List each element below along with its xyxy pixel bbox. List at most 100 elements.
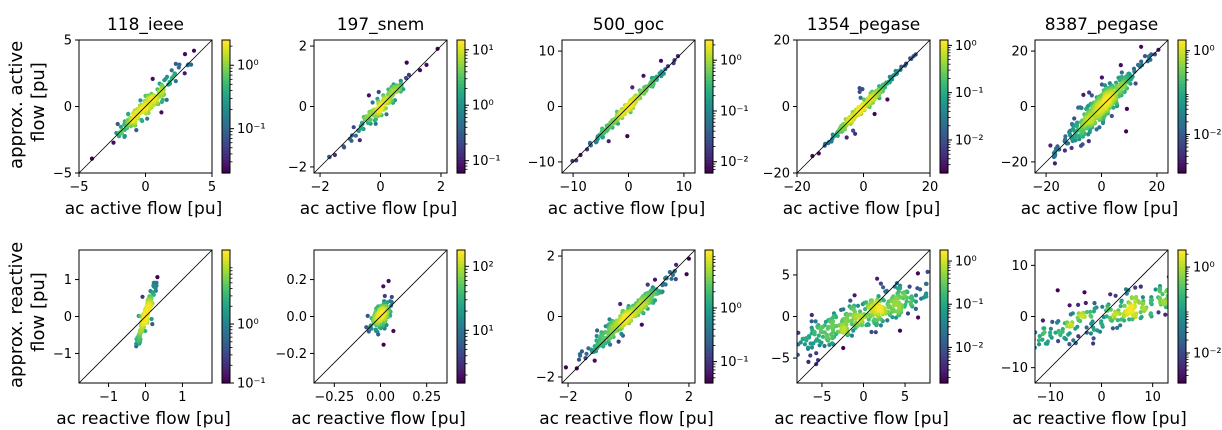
colorbar-swatch bbox=[705, 123, 713, 128]
scatter-point bbox=[1062, 148, 1067, 153]
colorbar-tick-label: 10⁻² bbox=[1193, 128, 1222, 143]
scatter-point bbox=[752, 413, 756, 417]
colorbar-swatch bbox=[222, 73, 230, 78]
colorbar-swatch bbox=[222, 373, 230, 377]
scatter-point bbox=[825, 334, 830, 339]
colorbar-swatch bbox=[705, 76, 713, 81]
scatter-point bbox=[1104, 98, 1110, 103]
scatter-point bbox=[150, 322, 155, 327]
y-tick-label: −10 bbox=[1001, 361, 1028, 376]
scatter-point bbox=[122, 133, 127, 139]
scatter-point bbox=[857, 89, 862, 94]
scatter-point bbox=[905, 358, 909, 362]
scatter-point bbox=[1019, 342, 1023, 346]
scatter-point bbox=[1118, 63, 1123, 68]
scatter-point bbox=[1012, 344, 1016, 348]
scatter-point bbox=[145, 116, 150, 121]
colorbar-swatch bbox=[1178, 329, 1186, 334]
x-tick-label: 2 bbox=[685, 390, 693, 405]
scatter-point bbox=[761, 353, 765, 357]
colorbar-swatch bbox=[457, 103, 465, 108]
x-tick-label: −0.25 bbox=[314, 390, 354, 405]
x-tick-label: 0 bbox=[859, 390, 867, 405]
colorbar-swatch bbox=[940, 346, 948, 351]
colorbar-swatch bbox=[1178, 66, 1186, 71]
colorbar-swatch bbox=[1178, 366, 1186, 371]
scatter-point bbox=[869, 329, 874, 335]
colorbar-swatch bbox=[940, 356, 948, 361]
scatter-point bbox=[786, 347, 790, 351]
colorbar-swatch bbox=[1178, 123, 1186, 128]
scatter-point bbox=[1209, 289, 1213, 293]
colorbar-swatch bbox=[940, 289, 948, 294]
panel-4: −20 0 20 −20 0 20 ac active flow [pu] 8387_pega… bbox=[1001, 15, 1222, 219]
colorbar-swatch bbox=[705, 379, 713, 384]
scatter-point bbox=[829, 332, 834, 337]
colorbar-swatch bbox=[1178, 250, 1186, 254]
colorbar-swatch bbox=[222, 133, 230, 138]
colorbar-swatch bbox=[940, 333, 948, 338]
scatter-point bbox=[641, 73, 646, 78]
scatter-point bbox=[1084, 325, 1089, 330]
scatter-point bbox=[368, 323, 373, 328]
colorbar-swatch bbox=[940, 376, 948, 381]
colorbar-tick-label: 10⁰ bbox=[955, 39, 977, 54]
scatter-point bbox=[848, 298, 853, 303]
colorbar-swatch bbox=[222, 333, 230, 338]
colorbar-tick-label: 10⁻² bbox=[955, 133, 984, 148]
scatter-point bbox=[812, 329, 817, 334]
x-tick-label: 10 bbox=[1144, 390, 1161, 405]
colorbar-swatch bbox=[457, 133, 465, 138]
colorbar-swatch bbox=[940, 359, 948, 364]
colorbar-swatch bbox=[1178, 293, 1186, 298]
colorbar-swatch bbox=[1178, 313, 1186, 318]
colorbar-swatch bbox=[222, 303, 230, 308]
scatter-point bbox=[1091, 327, 1097, 332]
colorbar-swatch bbox=[940, 123, 948, 128]
panel-2-xlabel: ac active flow [pu] bbox=[548, 199, 706, 219]
scatter-point bbox=[1204, 288, 1208, 292]
scatter-point bbox=[813, 319, 818, 324]
colorbar-swatch bbox=[1178, 139, 1186, 144]
scatter-point bbox=[916, 363, 920, 367]
colorbar-swatch bbox=[705, 116, 713, 121]
scatter-point bbox=[829, 324, 834, 329]
scatter-point bbox=[1099, 75, 1104, 80]
colorbar-swatch bbox=[940, 83, 948, 88]
colorbar-swatch bbox=[1178, 146, 1186, 151]
scatter-point bbox=[1214, 281, 1218, 285]
scatter-point bbox=[603, 324, 608, 329]
scatter-point bbox=[159, 89, 164, 94]
scatter-point bbox=[1202, 291, 1206, 295]
colorbar-swatch bbox=[457, 323, 465, 328]
scatter-point bbox=[159, 110, 164, 115]
scatter-point bbox=[883, 289, 888, 294]
colorbar-swatch bbox=[222, 169, 230, 174]
scatter-point bbox=[373, 117, 378, 122]
colorbar-swatch bbox=[1178, 93, 1186, 98]
scatter-point bbox=[576, 357, 582, 362]
colorbar-swatch bbox=[705, 323, 713, 328]
colorbar-swatch bbox=[940, 56, 948, 61]
scatter-point bbox=[1076, 334, 1081, 339]
colorbar-swatch bbox=[457, 123, 465, 128]
scatter-point bbox=[994, 344, 998, 348]
scatter-point bbox=[587, 141, 593, 146]
colorbar-swatch bbox=[705, 59, 713, 64]
scatter-point bbox=[858, 95, 863, 100]
scatter-point bbox=[1113, 311, 1118, 316]
colorbar-swatch bbox=[1178, 283, 1186, 288]
colorbar-swatch bbox=[222, 93, 230, 98]
scatter-point bbox=[647, 82, 653, 87]
colorbar-swatch bbox=[222, 349, 230, 354]
colorbar-swatch bbox=[457, 349, 465, 354]
scatter-point bbox=[1163, 312, 1168, 317]
scatter-point bbox=[1138, 310, 1143, 315]
colorbar-swatch bbox=[1178, 296, 1186, 301]
colorbar-swatch bbox=[222, 119, 230, 124]
panel-0-colorbar: 10⁻¹ 10⁰ bbox=[221, 39, 266, 174]
scatter-point bbox=[1045, 339, 1050, 344]
colorbar-swatch bbox=[705, 136, 713, 141]
scatter-point bbox=[417, 68, 423, 73]
